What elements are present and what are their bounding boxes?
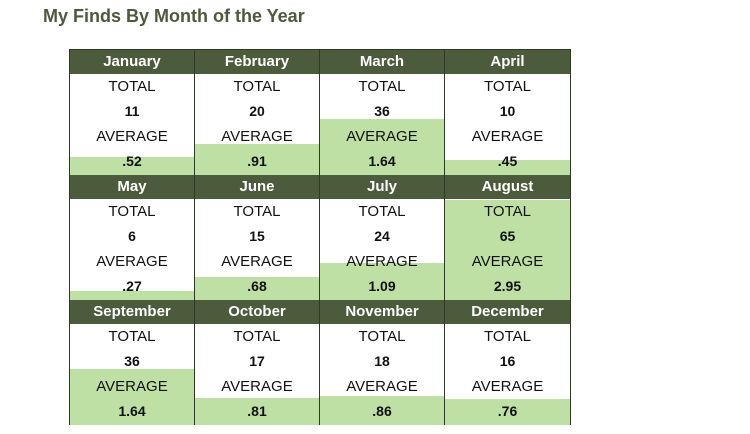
average-value: .86 <box>372 403 392 419</box>
page-title: My Finds By Month of the Year <box>43 6 305 26</box>
total-label: TOTAL <box>108 328 156 345</box>
total-value: 17 <box>249 353 265 369</box>
average-value: .27 <box>122 278 142 294</box>
month-cell-february: February TOTAL 20 AVERAGE .91 <box>195 50 320 175</box>
average-bar <box>320 263 444 300</box>
total-value: 6 <box>128 228 136 244</box>
month-header: January <box>70 50 194 74</box>
month-header: May <box>70 175 194 199</box>
average-value: 2.95 <box>493 278 522 294</box>
average-value: .52 <box>122 153 142 169</box>
month-header: September <box>70 300 194 324</box>
average-bar <box>445 159 570 175</box>
total-value: 18 <box>374 353 390 369</box>
average-label: AVERAGE <box>221 128 293 145</box>
average-label: AVERAGE <box>96 253 168 270</box>
total-value: 16 <box>499 353 516 369</box>
month-cell-september: September TOTAL 36 AVERAGE 1.64 <box>70 300 195 425</box>
month-header: July <box>320 175 444 199</box>
month-cell-july: July TOTAL 24 AVERAGE 1.09 <box>320 175 445 300</box>
total-label: TOTAL <box>233 203 281 220</box>
total-label: TOTAL <box>358 203 406 220</box>
month-cell-june: June TOTAL 15 AVERAGE .68 <box>195 175 320 300</box>
average-value: .68 <box>247 278 267 294</box>
total-label: TOTAL <box>108 203 156 220</box>
average-bar <box>195 276 319 300</box>
average-value: 1.64 <box>118 403 146 419</box>
total-label: TOTAL <box>358 328 406 345</box>
month-cell-october: October TOTAL 17 AVERAGE .81 <box>195 300 320 425</box>
month-cell-march: March TOTAL 36 AVERAGE 1.64 <box>320 50 445 175</box>
total-label: TOTAL <box>233 78 281 95</box>
average-bar <box>195 144 319 175</box>
month-header: June <box>195 175 319 199</box>
average-value: .76 <box>497 403 518 419</box>
month-cell-january: January TOTAL 11 AVERAGE .52 <box>70 50 195 175</box>
average-bar <box>195 397 319 425</box>
month-cell-may: May TOTAL 6 AVERAGE .27 <box>70 175 195 300</box>
total-value: 36 <box>374 103 390 119</box>
month-header: February <box>195 50 319 74</box>
average-label: AVERAGE <box>346 253 418 270</box>
average-label: AVERAGE <box>471 128 544 145</box>
average-bar <box>320 395 444 425</box>
months-table: January TOTAL 11 AVERAGE .52 February TOTAL 20 A… <box>69 49 571 425</box>
average-label: AVERAGE <box>471 378 544 395</box>
total-value: 65 <box>499 228 516 244</box>
average-bar <box>70 157 194 175</box>
average-value: 1.64 <box>368 153 396 169</box>
total-label: TOTAL <box>233 328 281 345</box>
average-label: AVERAGE <box>221 378 293 395</box>
total-value: 15 <box>249 228 265 244</box>
average-label: AVERAGE <box>346 128 418 145</box>
average-label: AVERAGE <box>221 253 293 270</box>
month-header: November <box>320 300 444 324</box>
average-value: .91 <box>247 153 267 169</box>
average-bar <box>70 290 194 300</box>
total-value: 10 <box>499 103 516 119</box>
total-value: 20 <box>249 103 265 119</box>
month-header: October <box>195 300 319 324</box>
month-header: December <box>445 300 570 324</box>
total-label: TOTAL <box>484 328 531 345</box>
month-cell-april: April TOTAL 10 AVERAGE .45 <box>445 50 570 175</box>
average-label: AVERAGE <box>96 378 168 395</box>
average-bar <box>445 200 570 300</box>
average-bar <box>70 369 194 425</box>
month-header: August <box>445 175 570 199</box>
total-label: TOTAL <box>484 78 531 95</box>
total-label: TOTAL <box>484 203 531 220</box>
total-label: TOTAL <box>358 78 406 95</box>
average-bar <box>445 399 570 425</box>
month-cell-august: August TOTAL 65 AVERAGE 2.95 <box>445 175 570 300</box>
average-label: AVERAGE <box>471 253 544 270</box>
average-bar <box>320 119 444 175</box>
average-value: .45 <box>497 153 518 169</box>
average-value: 1.09 <box>368 278 396 294</box>
total-label: TOTAL <box>108 78 156 95</box>
average-label: AVERAGE <box>346 378 418 395</box>
month-cell-december: December TOTAL 16 AVERAGE .76 <box>445 300 570 425</box>
total-value: 24 <box>374 228 390 244</box>
average-label: AVERAGE <box>96 128 168 145</box>
month-header: March <box>320 50 444 74</box>
total-value: 11 <box>124 103 140 119</box>
total-value: 36 <box>124 353 140 369</box>
average-value: .81 <box>247 403 267 419</box>
month-header: April <box>445 50 570 74</box>
month-cell-november: November TOTAL 18 AVERAGE .86 <box>320 300 445 425</box>
